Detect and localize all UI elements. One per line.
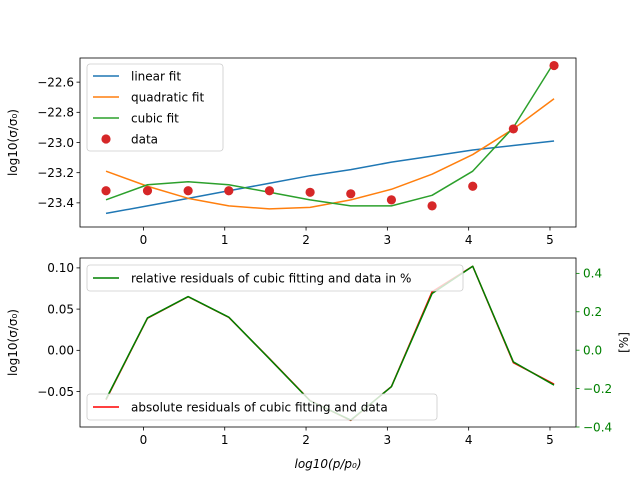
bottom-right-y-tick-label: −0.4	[583, 420, 612, 434]
bottom-legend-relative: relative residuals of cubic fitting and …	[86, 264, 464, 292]
top-legend-box	[86, 63, 224, 152]
bottom-y-tick-label: 0.05	[47, 302, 74, 316]
legend-label-quadratic-fit: quadratic fit	[131, 91, 204, 105]
bottom-x-tick-label: 4	[465, 433, 473, 447]
absolute-legend-box	[86, 393, 438, 421]
bottom-axes-frame	[79, 257, 577, 428]
top-legend: linear fit quadratic fit cubic fit data	[86, 63, 224, 152]
top-x-tick-label: 0	[140, 233, 148, 247]
bottom-right-y-tick-label: 0.2	[583, 305, 602, 319]
bottom-x-tick-label: 2	[302, 433, 310, 447]
bottom-y-tick-label: 0.10	[47, 261, 74, 275]
top-x-tick-label: 1	[221, 233, 229, 247]
top-y-axis-label: log10(σ/σ₀)	[6, 109, 20, 176]
data-point-11	[549, 60, 559, 71]
relative-legend-label: relative residuals of cubic fitting and …	[131, 272, 411, 286]
bottom-y-tick-label: 0.00	[47, 344, 74, 358]
series-line-cubic-fit	[105, 62, 555, 207]
data-point-4	[264, 186, 275, 196]
relative-legend-box	[86, 264, 464, 292]
top-y-tick-label: −22.8	[37, 106, 74, 120]
legend-label-cubic-fit: cubic fit	[131, 112, 179, 126]
legend-marker-data	[101, 134, 111, 144]
data-point-6	[346, 189, 356, 199]
bottom-x-tick-label: 0	[140, 433, 148, 447]
bottom-right-y-tick-label: −0.2	[583, 382, 612, 396]
legend-label-linear-fit: linear fit	[131, 70, 181, 84]
bottom-right-y-axis-label: [%]	[617, 332, 631, 353]
bottom-x-tick-label: 3	[384, 433, 392, 447]
absolute-legend-label: absolute residuals of cubic fitting and …	[131, 401, 388, 415]
data-point-1	[142, 186, 153, 196]
data-point-0	[101, 186, 111, 196]
top-panel: 0 1 2 3 4 5 −23.4 −23.2 −23.0 −22.8 −22.6 log10(σ/σ…	[6, 57, 577, 247]
data-point-2	[183, 186, 193, 196]
top-x-tick-label: 3	[384, 233, 392, 247]
bottom-x-tick-label: 5	[546, 433, 554, 447]
bottom-right-y-tick-label: 0.0	[583, 343, 602, 357]
bottom-y-axis-label: log10(σ/σ₀)	[6, 309, 20, 376]
data-point-7	[386, 195, 397, 205]
top-x-tick-label: 4	[465, 233, 473, 247]
top-y-tick-label: −23.2	[37, 166, 74, 180]
top-x-tick-label: 2	[302, 233, 310, 247]
top-y-tick-label: −23.0	[37, 136, 74, 150]
data-point-9	[468, 181, 478, 191]
data-point-3	[224, 186, 234, 196]
top-y-tick-label: −22.6	[37, 75, 74, 89]
bottom-x-axis-label: log10(p/p₀)	[294, 457, 361, 471]
data-point-10	[508, 124, 518, 134]
bottom-x-tick-label: 1	[221, 433, 229, 447]
bottom-legend-absolute: absolute residuals of cubic fitting and …	[86, 393, 438, 421]
data-point-5	[305, 187, 315, 197]
bottom-right-y-tick-label: 0.4	[583, 267, 602, 281]
top-y-tick-label: −23.4	[37, 196, 74, 210]
bottom-panel: 0 1 2 3 4 5 −0.05 0.00 0.05 0.10 −0.4 −0.2 0.0 0.2 0.4…	[6, 257, 631, 471]
legend-label-data: data	[131, 133, 158, 147]
data-point-8	[427, 201, 437, 211]
series-line-linear-fit	[105, 140, 555, 215]
top-x-tick-label: 5	[546, 233, 554, 247]
bottom-y-tick-label: −0.05	[37, 385, 74, 399]
